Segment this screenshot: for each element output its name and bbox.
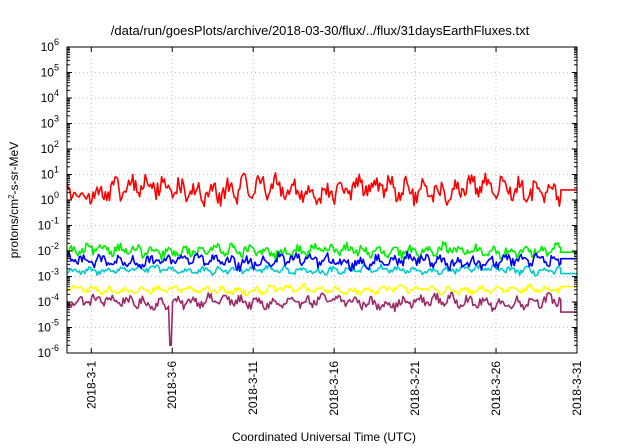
y-tick-label: 102 — [41, 139, 59, 156]
y-tick-base: 10 — [41, 193, 55, 207]
x-tick-label: 2018-3-31 — [570, 361, 584, 416]
y-tick-base: 10 — [38, 321, 52, 335]
y-tick-label: 10-3 — [38, 267, 59, 284]
x-tick-label: 2018-3-1 — [84, 361, 98, 409]
y-tick-base: 10 — [41, 91, 55, 105]
y-axis-label-base: protons/cm — [7, 199, 21, 258]
y-axis-label: protons/cm2-s-sr-MeV — [7, 142, 22, 258]
y-tick-base: 10 — [38, 295, 52, 309]
x-tick-label: 2018-3-16 — [327, 361, 341, 416]
y-tick-base: 10 — [41, 66, 55, 80]
y-tick-exponent: -3 — [51, 267, 59, 277]
y-tick-exponent: -6 — [51, 343, 59, 353]
x-tick-label: 2018-3-21 — [408, 361, 422, 416]
y-tick-label: 103 — [41, 114, 59, 131]
plot-frame — [66, 46, 578, 354]
y-tick-base: 10 — [41, 168, 55, 182]
y-tick-label: 10-5 — [38, 318, 59, 335]
y-tick-exponent: 3 — [54, 114, 59, 124]
y-tick-exponent: -2 — [51, 241, 59, 251]
y-tick-label: 104 — [41, 88, 59, 105]
grid — [67, 47, 577, 353]
y-tick-base: 10 — [41, 117, 55, 131]
y-tick-base: 10 — [38, 346, 52, 360]
y-tick-base: 10 — [41, 40, 55, 54]
series-line — [66, 291, 577, 347]
y-tick-exponent: 5 — [54, 63, 59, 73]
series-line — [66, 240, 577, 261]
y-tick-label: 105 — [41, 63, 59, 80]
x-tick-label: 2018-3-26 — [489, 361, 503, 416]
y-tick-label: 101 — [41, 165, 59, 182]
y-tick-exponent: -4 — [51, 292, 59, 302]
y-tick-base: 10 — [38, 270, 52, 284]
y-tick-exponent: 2 — [54, 139, 59, 149]
series-line — [66, 283, 577, 297]
y-tick-label: 10-2 — [38, 241, 59, 258]
y-tick-exponent: 1 — [54, 165, 59, 175]
y-tick-base: 10 — [38, 219, 52, 233]
axes: 10-610-510-410-310-210-11001011021031041… — [38, 37, 584, 416]
y-tick-label: 10-4 — [38, 292, 59, 309]
y-tick-label: 106 — [41, 37, 59, 54]
series-layer — [66, 172, 577, 347]
y-tick-exponent: 4 — [54, 88, 59, 98]
y-tick-exponent: -1 — [51, 216, 59, 226]
chart-title: /data/run/goesPlots/archive/2018-03-30/f… — [111, 23, 530, 38]
y-tick-exponent: -5 — [51, 318, 59, 328]
x-axis-label: Coordinated Universal Time (UTC) — [232, 430, 416, 444]
y-axis-label-rest: -s-sr-MeV — [7, 142, 21, 195]
y-tick-base: 10 — [41, 142, 55, 156]
y-axis-label-sup: 2 — [7, 194, 16, 199]
x-tick-label: 2018-3-6 — [165, 361, 179, 409]
y-tick-label: 10-1 — [38, 216, 59, 233]
y-tick-base: 10 — [38, 244, 52, 258]
x-tick-label: 2018-3-11 — [246, 361, 260, 415]
y-tick-exponent: 0 — [54, 190, 59, 200]
y-tick-label: 10-6 — [38, 343, 59, 360]
series-line — [66, 172, 577, 208]
y-tick-label: 100 — [41, 190, 59, 207]
y-tick-exponent: 6 — [54, 37, 59, 47]
series-line — [66, 250, 577, 272]
